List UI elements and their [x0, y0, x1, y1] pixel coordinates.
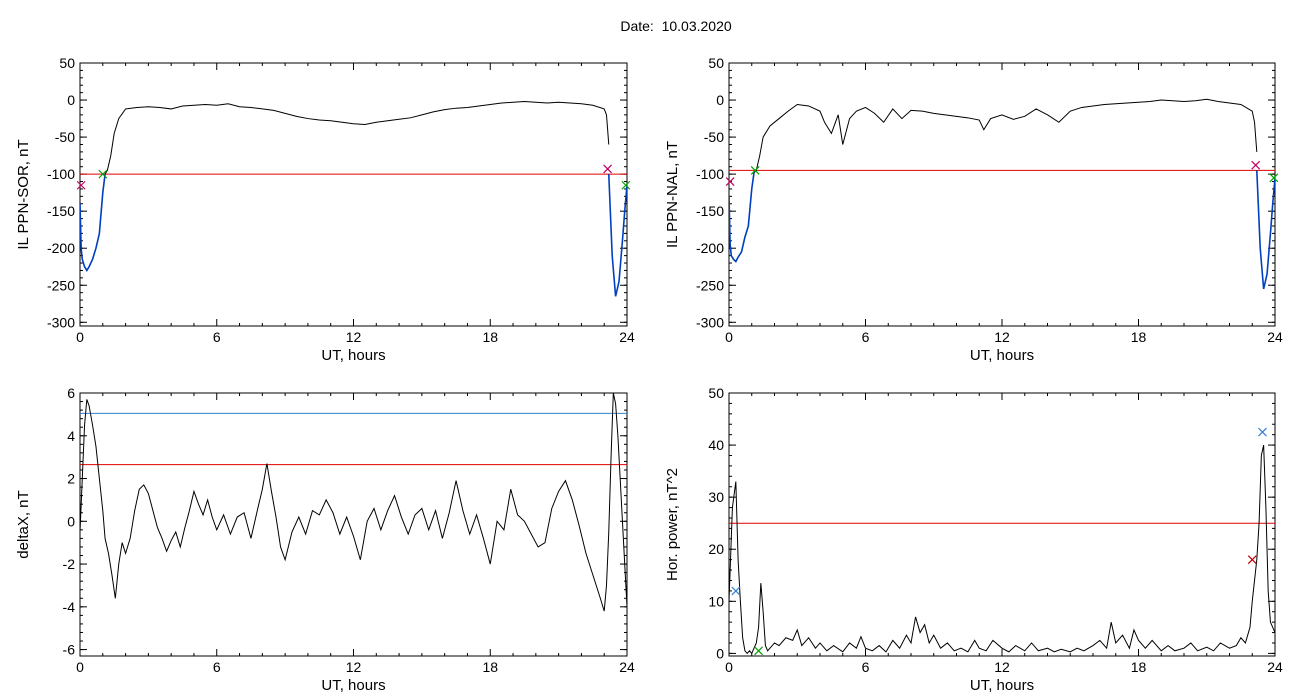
- marker-cross: [76, 180, 86, 190]
- y-axis-label: IL PPN-SOR, nT: [15, 139, 32, 249]
- marker-cross: [603, 164, 613, 174]
- marker-stroke: [621, 180, 631, 190]
- x-tick-label: 18: [1131, 329, 1147, 345]
- y-tick-label: -150: [47, 203, 75, 219]
- y-tick-label: 20: [708, 541, 724, 557]
- x-tick-label: 6: [213, 659, 221, 675]
- marker-stroke: [1258, 427, 1267, 437]
- y-tick-label: 0: [716, 92, 724, 108]
- y-tick-label: -6: [63, 642, 76, 658]
- y-axis-label: Hor. power, nT^2: [664, 468, 681, 581]
- y-tick-label: -300: [696, 314, 724, 330]
- y-tick-label: 0: [716, 645, 724, 661]
- y-tick-label: -250: [47, 277, 75, 293]
- x-tick-label: 24: [1267, 329, 1283, 345]
- y-tick-label: 50: [59, 55, 75, 71]
- panel-3: 0 6 12 18 24 6 4 2 0 -2 -4 -6 UT, hours deltaX, nT: [15, 385, 635, 694]
- series-line: [729, 172, 755, 263]
- marker-cross: [725, 177, 735, 186]
- x-tick-label: 18: [1131, 659, 1147, 675]
- y-tick-label: 50: [708, 55, 724, 71]
- marker-cross: [621, 180, 631, 190]
- y-tick-label: -100: [696, 166, 724, 182]
- x-tick-label: 0: [725, 329, 733, 345]
- marker-stroke: [98, 169, 108, 179]
- marker-stroke: [754, 646, 763, 656]
- y-axis-label: deltaX, nT: [15, 490, 32, 558]
- marker-cross: [98, 169, 108, 179]
- marker-cross: [731, 586, 741, 596]
- series-line: [80, 393, 627, 612]
- y-tick-label: -2: [63, 556, 76, 572]
- marker-cross: [1258, 427, 1267, 437]
- marker-cross: [1251, 160, 1261, 170]
- y-tick-label: 0: [67, 92, 75, 108]
- y-tick-label: -300: [47, 314, 75, 330]
- x-tick-label: 24: [1267, 659, 1283, 675]
- y-tick-label: 30: [708, 489, 724, 505]
- series-line: [729, 444, 1275, 655]
- x-tick-label: 0: [725, 659, 733, 675]
- marker-stroke: [731, 586, 741, 596]
- y-tick-label: -50: [704, 129, 724, 145]
- y-tick-label: -100: [47, 166, 75, 182]
- x-tick-label: 24: [619, 659, 635, 675]
- x-tick-label: 24: [619, 329, 635, 345]
- x-tick-label: 0: [76, 329, 84, 345]
- y-axis-label: IL PPN-NAL, nT: [664, 141, 681, 248]
- y-tick-label: 0: [67, 513, 75, 529]
- y-tick-label: 10: [708, 593, 724, 609]
- y-tick-label: -150: [696, 203, 724, 219]
- x-tick-label: 12: [346, 659, 362, 675]
- x-tick-label: 6: [213, 329, 221, 345]
- y-tick-label: 6: [67, 385, 75, 401]
- marker-cross: [750, 165, 760, 175]
- x-axis-label: UT, hours: [970, 347, 1034, 364]
- plot-frame: [728, 392, 1276, 657]
- x-tick-label: 6: [862, 329, 870, 345]
- y-tick-label: 2: [67, 471, 75, 487]
- marker-stroke: [76, 180, 86, 190]
- x-axis-label: UT, hours: [321, 677, 385, 694]
- chart-title: Date: 10.03.2020: [620, 18, 732, 34]
- x-tick-label: 18: [482, 329, 498, 345]
- marker-stroke: [725, 177, 735, 186]
- y-tick-label: 4: [67, 428, 75, 444]
- marker-stroke: [603, 164, 613, 174]
- y-tick-label: -50: [55, 129, 75, 145]
- marker-cross: [1247, 555, 1257, 565]
- y-tick-label: -200: [696, 240, 724, 256]
- marker-stroke: [1251, 160, 1261, 170]
- x-axis-label: UT, hours: [970, 677, 1034, 694]
- panel-2: 0 6 12 18 24 50 0 -50 -100 -150 -200 -250 -300 UT, ho…: [664, 55, 1283, 364]
- series-line: [80, 101, 610, 272]
- panel-1: 0 6 12 18 24 50 0 -50 -100 -150 -200 -250 -300 UT, ho…: [15, 55, 635, 364]
- x-tick-label: 12: [346, 329, 362, 345]
- plot-frame: [728, 62, 1276, 327]
- y-tick-label: -200: [47, 240, 75, 256]
- x-tick-label: 12: [994, 329, 1010, 345]
- series-line: [80, 174, 106, 272]
- plot-frame: [79, 392, 628, 657]
- series-line: [607, 174, 627, 297]
- x-tick-label: 0: [76, 659, 84, 675]
- x-tick-label: 12: [994, 659, 1010, 675]
- marker-cross: [754, 646, 763, 656]
- y-tick-label: -4: [63, 599, 76, 615]
- x-tick-label: 6: [862, 659, 870, 675]
- x-axis-label: UT, hours: [321, 347, 385, 364]
- marker-stroke: [1247, 555, 1257, 565]
- y-tick-label: 50: [708, 385, 724, 401]
- marker-cross: [1269, 173, 1279, 183]
- y-tick-label: 40: [708, 437, 724, 453]
- series-line: [1256, 170, 1275, 290]
- series-line: [729, 98, 1258, 263]
- y-tick-label: -250: [696, 277, 724, 293]
- marker-stroke: [1269, 173, 1279, 183]
- marker-stroke: [750, 165, 760, 175]
- x-tick-label: 18: [482, 659, 498, 675]
- panel-4: 0 6 12 18 24 50 40 30 20 10 0 UT, hours Hor. power, …: [664, 385, 1283, 694]
